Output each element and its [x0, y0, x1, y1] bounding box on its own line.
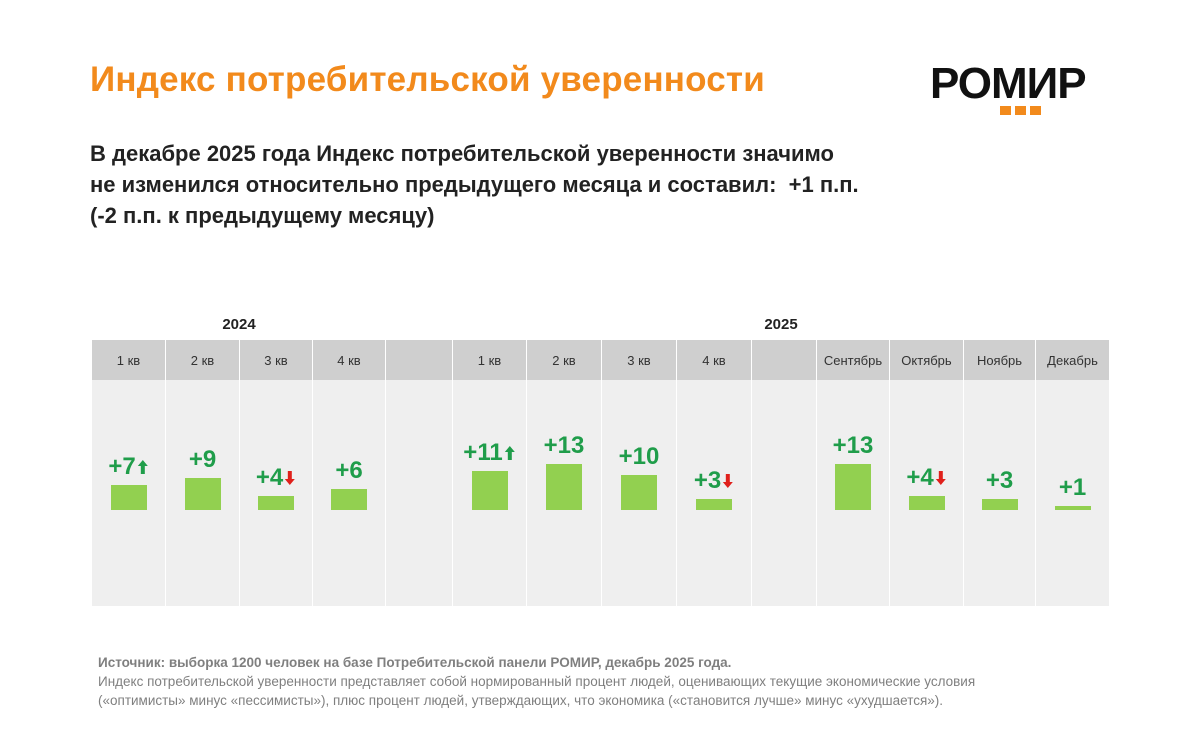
bar [981, 499, 1018, 510]
data-label-value: +13 [543, 431, 585, 459]
data-label: +11 [463, 439, 515, 467]
column-header-label: 3 кв [602, 340, 676, 380]
bar [696, 499, 732, 510]
data-label-value: +11 [463, 438, 503, 466]
column-body [964, 380, 1035, 606]
chart-column: Ноябрь +3 [964, 340, 1035, 606]
data-label-value: +9 [188, 446, 217, 474]
bar [621, 474, 657, 510]
bar [184, 478, 221, 510]
column-body [386, 380, 452, 606]
data-label: +13 [833, 432, 874, 460]
romir-logo: РОМИР [930, 62, 1115, 120]
chart-column: 2 кв +9 [166, 340, 239, 606]
year-label: 2025 [764, 316, 798, 333]
data-label-value: +4 [906, 463, 934, 491]
bar [546, 463, 582, 510]
arrow-down-icon [935, 470, 946, 485]
bar [908, 495, 945, 510]
bar [110, 485, 147, 510]
data-label: +13 [544, 432, 585, 460]
column-header-label: 3 кв [240, 340, 312, 380]
column-header-label: 4 кв [313, 340, 385, 380]
headline-line-2: не изменился относительно предыдущего ме… [90, 172, 859, 197]
column-body [1036, 380, 1109, 606]
data-label: +4 [256, 464, 296, 492]
column-header-label: Декабрь [1036, 340, 1109, 380]
footnote-definition-1: Индекс потребительской уверенности предс… [98, 674, 976, 689]
chart-column: 2 кв +13 [527, 340, 601, 606]
chart-column: 1 кв +11 [453, 340, 526, 606]
footnote: Источник: выборка 1200 человек на базе П… [98, 653, 1118, 710]
data-label-value: +10 [618, 442, 660, 470]
column-header-label: 1 кв [453, 340, 526, 380]
data-label-value: +3 [985, 467, 1014, 495]
column-header [386, 340, 452, 380]
column-header-label: 2 кв [166, 340, 239, 380]
chart-column: Сентябрь +13 [817, 340, 889, 606]
column-body [240, 380, 312, 606]
data-label: +9 [189, 446, 216, 474]
bar [331, 488, 367, 510]
data-label: +6 [335, 457, 362, 485]
arrow-up-icon [137, 460, 148, 475]
footnote-definition-2: («оптимисты» минус «пессимисты»), плюс п… [98, 693, 944, 708]
column-header-label: Ноябрь [964, 340, 1035, 380]
column-body [677, 380, 751, 606]
headline-summary: В декабре 2025 года Индекс потребительск… [90, 138, 1030, 231]
data-label: +4 [906, 464, 946, 492]
logo-text: РОМИР [930, 59, 1087, 108]
data-label: +1 [1059, 474, 1086, 502]
data-label: +3 [694, 467, 734, 495]
chart-column: Октябрь +4 [890, 340, 963, 606]
bar [258, 495, 294, 510]
column-body [890, 380, 963, 606]
bar [1054, 506, 1091, 510]
data-label-value: +3 [693, 467, 722, 495]
data-label-value: +6 [335, 456, 363, 484]
data-label: +3 [986, 467, 1013, 495]
arrow-down-icon [723, 474, 734, 489]
column-header-label: Октябрь [890, 340, 963, 380]
column-header-label: 1 кв [92, 340, 165, 380]
column-header [752, 340, 816, 380]
data-label-value: +4 [255, 463, 284, 491]
chart-column: 4 кв +6 [313, 340, 385, 606]
chart-spacer-column [752, 340, 816, 606]
data-label: +10 [619, 443, 660, 471]
page-title: Индекс потребительской уверенности [90, 60, 765, 99]
column-header-label: 4 кв [677, 340, 751, 380]
column-header-label: Сентябрь [817, 340, 889, 380]
chart-column: 1 кв +7 [92, 340, 165, 606]
footnote-source: Источник: выборка 1200 человек на базе П… [98, 655, 732, 670]
headline-line-3: (-2 п.п. к предыдущему месяцу) [90, 203, 435, 228]
bar [471, 470, 508, 510]
data-label: +7 [108, 453, 148, 481]
chart-column: Декабрь +1 [1036, 340, 1109, 606]
chart-column: 4 кв +3 [677, 340, 751, 606]
year-label: 2024 [222, 316, 256, 333]
chart-column: 3 кв +4 [240, 340, 312, 606]
chart-column: 3 кв +10 [602, 340, 676, 606]
data-label-value: +13 [832, 431, 874, 459]
bar [835, 463, 871, 510]
arrow-up-icon [504, 445, 515, 460]
headline-line-1: В декабре 2025 года Индекс потребительск… [90, 141, 834, 166]
data-label-value: +1 [1058, 474, 1087, 501]
column-header-label: 2 кв [527, 340, 601, 380]
arrow-down-icon [285, 470, 296, 485]
column-body [752, 380, 816, 606]
chart-spacer-column [386, 340, 452, 606]
data-label-value: +7 [108, 453, 136, 481]
